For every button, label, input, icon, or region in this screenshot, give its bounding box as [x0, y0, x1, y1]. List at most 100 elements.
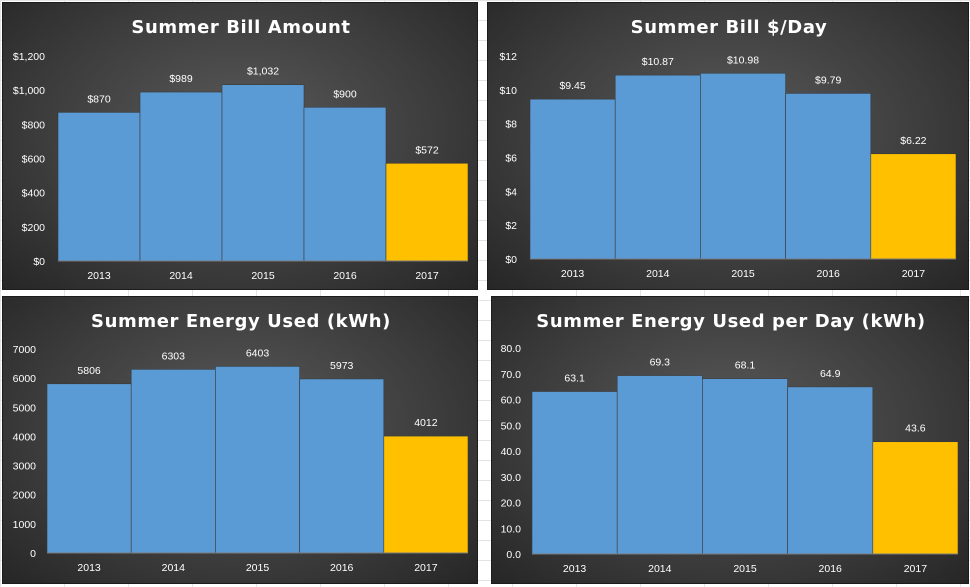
x-tick-label: 2015 — [251, 270, 275, 282]
chart-title: Summer Bill Amount — [131, 17, 350, 38]
x-tick-label: 2013 — [561, 268, 585, 280]
y-tick-label: 0.0 — [506, 549, 521, 561]
data-label: 68.1 — [735, 360, 756, 372]
y-tick-label: $200 — [22, 222, 46, 234]
bar — [299, 378, 385, 554]
x-tick-label: 2014 — [646, 268, 670, 280]
x-tick-label: 2016 — [817, 268, 841, 280]
y-tick-label: 50.0 — [501, 420, 522, 432]
chart-title: Summer Energy Used (kWh) — [91, 311, 391, 332]
chart-title: Summer Energy Used per Day (kWh) — [536, 311, 925, 332]
chart-summer-bill-amount[interactable]: Summer Bill Amount $0 $200 $400 $600 $800 $1,0… — [2, 2, 478, 290]
y-tick-label: 2000 — [13, 490, 37, 502]
x-tick-label: 2015 — [733, 563, 757, 575]
y-tick-label: 40.0 — [501, 446, 522, 458]
x-tick-label: 2016 — [333, 270, 357, 282]
y-tick-label: 70.0 — [501, 369, 522, 381]
y-tick-label: 4000 — [13, 431, 37, 443]
bar — [221, 84, 305, 262]
chart-summer-energy-used[interactable]: Summer Energy Used (kWh) 0 1000 2000 3000 400… — [2, 296, 478, 584]
chart-svg-bill-amount: Summer Bill Amount $0 $200 $400 $600 $800 $1,0… — [13, 17, 469, 282]
y-tick-label: 7000 — [13, 344, 37, 356]
y-tick-label: $0 — [33, 256, 45, 268]
data-label: $9.79 — [815, 74, 841, 86]
bar — [531, 391, 618, 555]
x-tick-label: 2014 — [169, 270, 193, 282]
data-label: $572 — [415, 144, 439, 156]
data-label: 63.1 — [564, 373, 585, 385]
data-label: $1,032 — [247, 66, 279, 78]
bar — [529, 98, 616, 260]
y-tick-label: $1,200 — [13, 51, 45, 63]
x-tick-label: 2017 — [415, 270, 439, 282]
y-tick-label: $0 — [505, 254, 517, 266]
chart-summer-bill-per-day[interactable]: Summer Bill $/Day $0 $2 $4 $6 $8 $10 $12 $9.45 20… — [487, 2, 969, 290]
chart-svg-bill-per-day: Summer Bill $/Day $0 $2 $4 $6 $8 $10 $12 $9.45 20… — [499, 17, 957, 280]
bar-highlighted — [383, 435, 469, 554]
data-label: 5806 — [77, 365, 101, 377]
data-label: 43.6 — [905, 423, 926, 435]
bar — [614, 74, 701, 260]
data-label: $10.87 — [642, 56, 674, 68]
bar-highlighted — [870, 153, 957, 260]
y-tick-label: $2 — [505, 220, 517, 232]
x-tick-label: 2016 — [819, 563, 843, 575]
x-tick-label: 2015 — [731, 268, 755, 280]
chart-summer-energy-per-day[interactable]: Summer Energy Used per Day (kWh) 0.0 10.0 2… — [491, 296, 969, 584]
bar-highlighted — [385, 162, 469, 262]
bar — [57, 112, 141, 262]
y-tick-label: $8 — [505, 119, 517, 131]
y-tick-label: 3000 — [13, 461, 37, 473]
data-label: $6.22 — [900, 135, 926, 147]
y-tick-label: $10 — [499, 85, 517, 97]
bar — [303, 106, 387, 262]
x-tick-label: 2016 — [330, 562, 354, 574]
x-tick-label: 2013 — [87, 270, 111, 282]
data-label: 69.3 — [650, 357, 671, 369]
chart-svg-energy-used: Summer Energy Used (kWh) 0 1000 2000 3000 400… — [13, 311, 469, 574]
y-tick-label: $1,000 — [13, 85, 45, 97]
bar — [46, 383, 132, 554]
y-tick-label: 60.0 — [501, 395, 522, 407]
y-tick-label: 5000 — [13, 402, 37, 414]
x-tick-label: 2013 — [77, 562, 101, 574]
bar — [130, 369, 216, 554]
y-tick-label: 1000 — [13, 519, 37, 531]
y-tick-label: $600 — [22, 154, 46, 166]
data-label: $10.98 — [727, 54, 759, 66]
y-tick-label: $6 — [505, 153, 517, 165]
y-tick-label: 80.0 — [501, 343, 522, 355]
bar — [139, 91, 223, 262]
chart-svg-energy-per-day: Summer Energy Used per Day (kWh) 0.0 10.0 2… — [501, 311, 959, 575]
y-tick-label: $12 — [499, 51, 517, 63]
x-tick-label: 2013 — [563, 563, 587, 575]
x-tick-label: 2017 — [902, 268, 926, 280]
bar — [215, 366, 300, 554]
data-label: $870 — [87, 93, 111, 105]
x-tick-label: 2014 — [162, 562, 186, 574]
y-tick-label: $400 — [22, 188, 46, 200]
chart-title: Summer Bill $/Day — [631, 17, 828, 38]
data-label: $900 — [333, 88, 357, 100]
data-label: 6403 — [246, 347, 270, 359]
y-tick-label: 6000 — [13, 373, 37, 385]
y-tick-label: $800 — [22, 119, 46, 131]
data-label: 64.9 — [820, 368, 841, 380]
x-tick-label: 2015 — [246, 562, 270, 574]
y-tick-label: 0 — [30, 548, 36, 560]
y-tick-label: 30.0 — [501, 472, 522, 484]
data-label: $989 — [169, 73, 193, 85]
data-label: 6303 — [162, 350, 186, 362]
x-tick-label: 2017 — [414, 562, 438, 574]
x-tick-label: 2017 — [904, 563, 928, 575]
data-label: 5973 — [330, 360, 354, 372]
y-tick-label: 10.0 — [501, 523, 522, 535]
bar — [787, 386, 874, 555]
x-tick-label: 2014 — [648, 563, 672, 575]
data-label: 4012 — [414, 417, 438, 429]
y-tick-label: 20.0 — [501, 498, 522, 510]
bar — [700, 72, 786, 260]
y-tick-label: $4 — [505, 186, 517, 198]
bar-highlighted — [872, 441, 959, 555]
data-label: $9.45 — [559, 80, 585, 92]
